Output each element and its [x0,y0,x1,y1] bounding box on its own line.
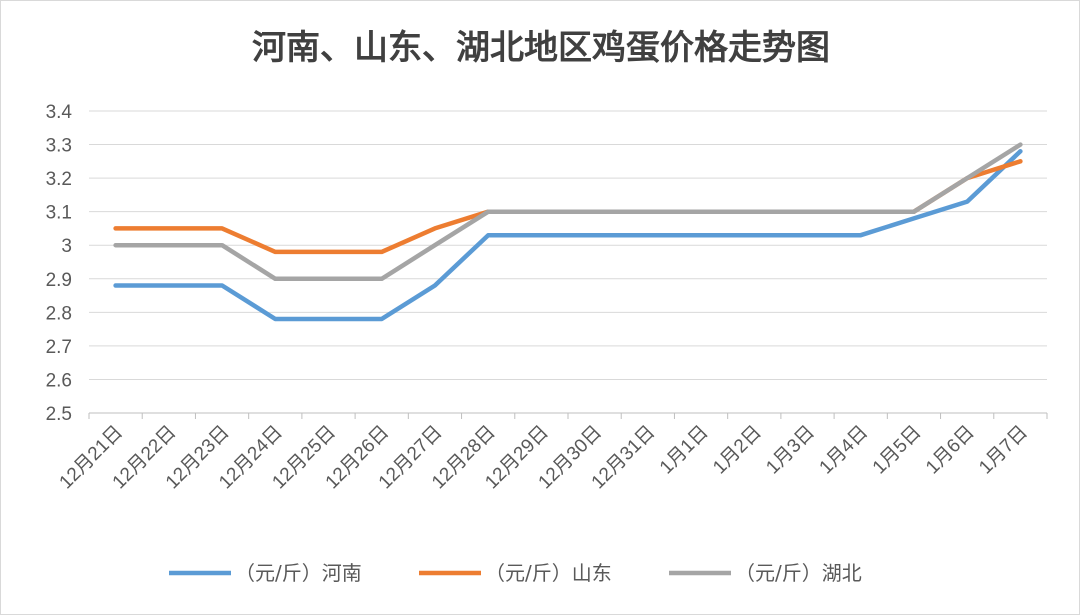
legend-label: （元/斤）河南 [235,561,362,585]
x-tick-label: 1月1日 [656,422,713,479]
x-tick-label: 1月6日 [922,422,979,479]
legend-label: （元/斤）山东 [485,561,612,585]
series-line [113,159,1023,255]
legend-label: （元/斤）湖北 [735,561,862,585]
x-axis: 12月21日12月22日12月23日12月24日12月25日12月26日12月2… [56,413,1048,493]
y-tick-label: 3.1 [46,203,72,224]
y-tick-label: 2.7 [46,337,72,358]
x-tick-label: 1月5日 [869,422,926,479]
y-tick-label: 2.5 [46,404,72,425]
x-tick-label: 1月3日 [762,422,819,479]
y-tick-label: 3.3 [46,136,72,157]
series-lines [113,142,1023,322]
y-tick-label: 3 [61,236,72,257]
y-tick-label: 3.4 [46,102,73,123]
x-tick-label: 1月4日 [816,422,873,479]
chart-title: 河南、山东、湖北地区鸡蛋价格走势图 [252,28,830,68]
x-tick-label: 1月2日 [709,422,766,479]
y-tick-label: 2.9 [46,270,72,291]
y-tick-label: 2.8 [46,303,72,324]
x-tick-label: 1月7日 [975,422,1032,479]
y-tick-label: 2.6 [46,370,72,391]
gridlines [89,110,1047,414]
legend: （元/斤）河南 （元/斤）山东 （元/斤）湖北 [169,561,862,585]
y-tick-label: 3.2 [46,169,72,190]
y-axis: 2.5 2.6 2.7 2.8 2.9 3 3.1 3.2 3.3 3.4 [46,102,73,425]
series-line [113,142,1023,282]
series-line [113,149,1023,322]
